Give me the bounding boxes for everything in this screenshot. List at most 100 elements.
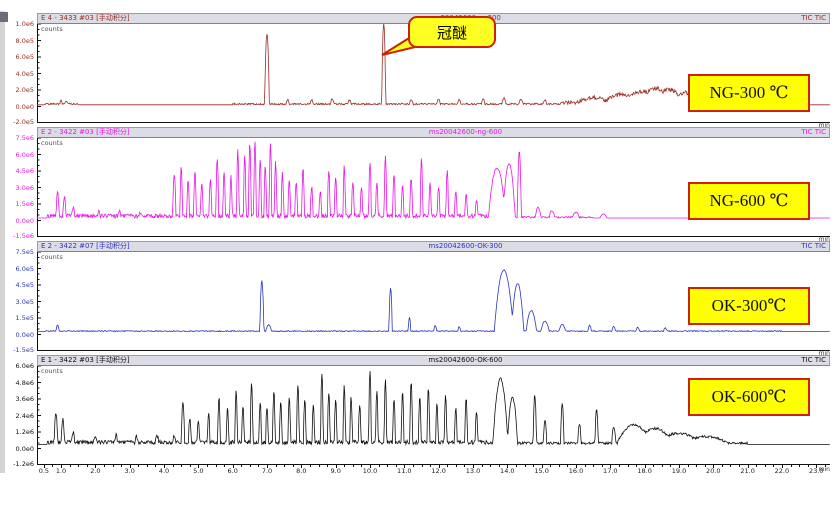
x-tick-label: 8.0 <box>296 467 307 475</box>
y-tick-label: 0.0e0 <box>15 216 34 225</box>
x-tick-label: 13.0 <box>465 467 481 475</box>
x-tick-label: 20.0 <box>706 467 721 475</box>
x-tick <box>498 464 500 467</box>
y-tick-label: 6.0e5 <box>15 264 34 273</box>
x-tick <box>490 464 492 467</box>
x-tick <box>430 464 432 467</box>
x-tick-label: 19.0 <box>671 467 687 475</box>
y-tick-label: 2.4e6 <box>15 411 34 420</box>
x-tick-label: 17.0 <box>603 467 618 475</box>
y-axis-labels: 7.5e6 6.0e6 4.5e6 3.0e6 1.5e6 0.0e0 -1.5e6 <box>1 134 34 242</box>
x-tick <box>764 464 766 467</box>
x-tick-label: 10.0 <box>362 467 378 475</box>
y-tick-label: 3.6e6 <box>15 395 34 403</box>
x-tick <box>344 464 346 467</box>
x-tick <box>395 464 397 467</box>
callout-text: 冠醚 <box>436 23 467 42</box>
y-tick-label: 0.0e0 <box>15 102 34 111</box>
y-tick-label-negative: -1.5e6 <box>13 232 34 240</box>
x-tick-label: 7.0 <box>261 467 273 475</box>
x-tick <box>198 464 200 468</box>
trace-canvas <box>37 366 830 465</box>
annotation-callout-crown-ether[interactable]: 冠醚 <box>408 16 496 48</box>
x-tick <box>232 464 234 468</box>
x-tick <box>567 464 569 467</box>
plot-area: counts <box>37 252 830 351</box>
x-tick-label: 1.0 <box>55 467 67 475</box>
x-tick <box>515 464 517 467</box>
panel-titlebar[interactable]: E 2 - 3422 #07 [手动积分] ms20042600-OK-300 … <box>37 241 830 252</box>
x-tick <box>335 464 337 468</box>
x-tick <box>644 464 646 468</box>
x-tick <box>421 464 423 467</box>
x-tick <box>661 464 663 467</box>
x-tick-label: 9.0 <box>330 467 341 475</box>
x-tick <box>249 464 251 467</box>
axis-lines <box>37 138 830 237</box>
x-tick <box>447 464 449 467</box>
annotation-label-ok300[interactable]: OK-300℃ <box>688 287 810 325</box>
trace-filename: ms20042600-OK-300 <box>428 242 503 250</box>
x-tick <box>627 464 629 467</box>
x-tick <box>704 464 706 467</box>
x-tick <box>464 464 466 467</box>
x-tick <box>370 464 371 468</box>
x-tick-label: 4.0 <box>158 467 170 475</box>
x-tick <box>284 464 286 467</box>
y-axis-unit: counts <box>41 367 63 375</box>
x-tick-label: 15.0 <box>534 467 549 475</box>
x-tick <box>241 464 243 467</box>
y-tick-label: 4.5e5 <box>15 281 34 289</box>
y-axis-labels: 1.0e6 8.0e5 6.0e5 4.0e5 2.0e5 0.0e0 -2.0e5 <box>1 20 34 128</box>
x-tick-label: 0.5 <box>38 467 50 475</box>
x-axis-unit: min <box>818 236 830 243</box>
x-tick <box>352 464 354 467</box>
annotation-label-ng600[interactable]: NG-600 ℃ <box>688 182 810 220</box>
x-axis-unit: min <box>818 350 830 357</box>
x-tick <box>653 464 655 467</box>
annotation-label-ng300[interactable]: NG-300 ℃ <box>688 74 810 112</box>
trace-filename: ms20042600-ng-600 <box>428 128 503 136</box>
trace-signal-type: TIC TIC <box>801 14 826 22</box>
x-tick <box>507 464 509 468</box>
y-axis-labels: 7.5e5 6.0e5 4.5e5 3.0e5 1.5e5 0.0e0 -1.5e5 <box>1 248 34 356</box>
x-tick <box>824 464 826 467</box>
y-axis-unit: counts <box>41 139 63 147</box>
x-tick <box>558 464 560 467</box>
annotation-label-ok600[interactable]: OK-600℃ <box>688 378 810 416</box>
trace-title: E 1 - 3422 #03 [手动积分] <box>41 356 130 364</box>
x-tick <box>95 464 97 468</box>
x-tick <box>61 464 62 468</box>
y-axis-labels: 6.0e6 4.8e6 3.6e6 2.4e6 1.2e6 0.0e0 -1.2e6 <box>1 362 34 470</box>
y-tick-label: 6.0e5 <box>15 53 34 61</box>
y-tick-label: 7.5e5 <box>15 248 34 256</box>
x-tick <box>541 464 543 468</box>
x-tick-label: 3.0 <box>124 467 135 475</box>
y-tick-label: 8.0e5 <box>15 36 34 45</box>
panel-titlebar[interactable]: E 2 - 3422 #03 [手动积分] ms20042600-ng-600 … <box>37 127 830 138</box>
y-axis-unit: counts <box>41 253 63 261</box>
x-tick <box>593 464 595 467</box>
x-tick <box>610 464 612 468</box>
chromatogram-panel-ok600: E 1 - 3422 #03 [手动积分] ms20042600-OK-600 … <box>13 355 830 467</box>
x-tick <box>112 464 114 467</box>
x-tick <box>438 464 440 468</box>
x-tick-label: 21.0 <box>740 467 755 475</box>
x-tick <box>670 464 672 467</box>
x-tick <box>103 464 105 467</box>
y-tick-label: 1.0e6 <box>15 20 34 28</box>
trace-signal-type: TIC TIC <box>801 242 826 250</box>
panel-titlebar[interactable]: E 1 - 3422 #03 [手动积分] ms20042600-OK-600 … <box>37 355 830 366</box>
y-tick-label: 6.0e6 <box>15 362 34 370</box>
x-tick <box>301 464 303 468</box>
y-tick-label: 1.5e6 <box>15 200 34 208</box>
axis-lines <box>37 366 830 465</box>
x-tick-label: 5.0 <box>193 467 204 475</box>
x-tick <box>636 464 637 467</box>
y-tick-label: 7.5e6 <box>15 134 34 142</box>
x-tick-label: 12.0 <box>431 467 446 475</box>
x-tick <box>730 464 732 467</box>
x-axis-unit: min <box>818 122 830 129</box>
y-tick-label: 1.5e5 <box>15 314 34 322</box>
